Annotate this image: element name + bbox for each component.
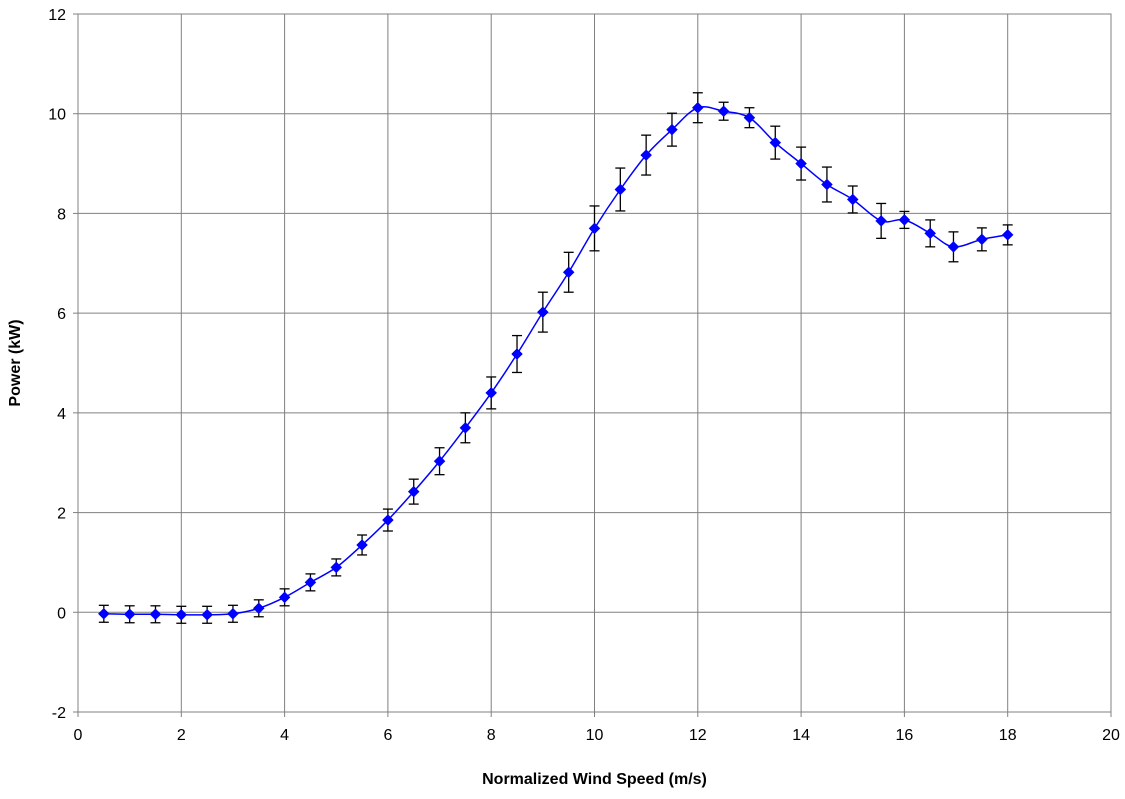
y-tick-label: 6 bbox=[57, 306, 66, 323]
y-axis-title: Power (kW) bbox=[7, 319, 24, 406]
data-point bbox=[201, 608, 213, 621]
data-point bbox=[97, 607, 110, 620]
data-point bbox=[875, 215, 888, 227]
data-point bbox=[149, 608, 162, 621]
x-tick-label: 20 bbox=[1102, 727, 1120, 744]
data-point bbox=[795, 157, 807, 170]
data-point bbox=[821, 178, 833, 191]
data-point bbox=[278, 591, 291, 604]
data-point bbox=[459, 421, 472, 434]
x-tick-label: 8 bbox=[487, 727, 496, 744]
data-point bbox=[175, 608, 188, 621]
x-tick-label: 16 bbox=[896, 727, 914, 744]
data-point bbox=[947, 240, 960, 253]
data-point bbox=[614, 183, 627, 196]
x-tick-label: 18 bbox=[999, 727, 1017, 744]
data-point bbox=[898, 214, 911, 226]
tick-labels: 0 2 4 6 8 10 12 14 16 18 20 -2 0 2 4 6 8 10 12 bbox=[48, 7, 1120, 744]
data-point bbox=[511, 348, 523, 360]
data-point bbox=[382, 514, 394, 526]
x-tick-label: 2 bbox=[177, 727, 186, 744]
x-axis-title: Normalized Wind Speed (m/s) bbox=[482, 771, 707, 788]
y-tick-label: 12 bbox=[48, 7, 66, 24]
x-tick-label: 14 bbox=[792, 727, 810, 744]
data-point bbox=[743, 111, 756, 124]
x-tick-label: 0 bbox=[74, 727, 83, 744]
data-point bbox=[123, 608, 136, 621]
data-markers bbox=[97, 101, 1014, 621]
y-tick-label: 8 bbox=[57, 206, 66, 223]
y-tick-label: -2 bbox=[52, 705, 66, 722]
data-point bbox=[666, 123, 678, 136]
data-point bbox=[330, 561, 343, 574]
x-tick-label: 6 bbox=[383, 727, 392, 744]
axis-ticks bbox=[73, 13, 1112, 717]
y-tick-label: 0 bbox=[57, 605, 66, 622]
x-tick-label: 4 bbox=[280, 727, 289, 744]
data-point bbox=[691, 101, 704, 114]
data-point bbox=[433, 455, 446, 468]
x-tick-label: 10 bbox=[586, 727, 604, 744]
y-tick-label: 10 bbox=[48, 107, 66, 124]
data-point bbox=[536, 306, 549, 318]
y-tick-label: 4 bbox=[57, 406, 66, 423]
data-point bbox=[562, 266, 575, 279]
data-point bbox=[846, 193, 859, 206]
data-point bbox=[588, 222, 601, 235]
data-point bbox=[304, 576, 317, 589]
x-tick-label: 12 bbox=[689, 727, 707, 744]
data-point bbox=[717, 105, 730, 118]
data-point bbox=[640, 149, 653, 161]
data-point bbox=[356, 539, 368, 551]
data-point bbox=[1001, 229, 1014, 241]
y-tick-label: 2 bbox=[57, 506, 66, 523]
data-point bbox=[976, 233, 988, 246]
data-point bbox=[407, 485, 420, 498]
data-point bbox=[485, 387, 498, 399]
data-point bbox=[924, 227, 937, 240]
data-point bbox=[769, 136, 782, 149]
data-point bbox=[227, 607, 239, 620]
data-point bbox=[252, 602, 265, 615]
